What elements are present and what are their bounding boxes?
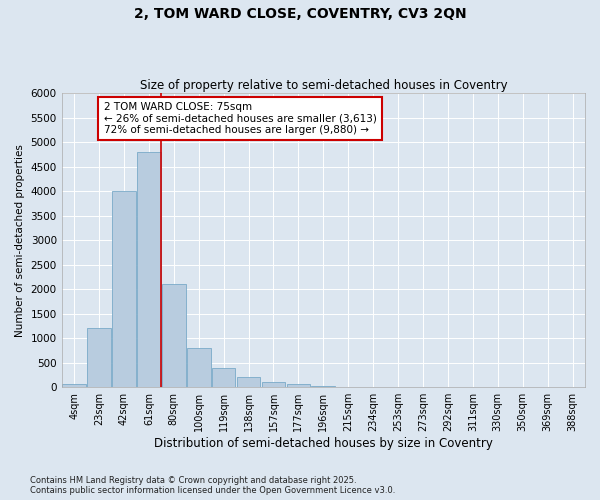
Bar — [287, 384, 310, 387]
Text: 2, TOM WARD CLOSE, COVENTRY, CV3 2QN: 2, TOM WARD CLOSE, COVENTRY, CV3 2QN — [134, 8, 466, 22]
Bar — [137, 152, 161, 387]
Text: 2 TOM WARD CLOSE: 75sqm
← 26% of semi-detached houses are smaller (3,613)
72% of: 2 TOM WARD CLOSE: 75sqm ← 26% of semi-de… — [104, 102, 376, 135]
Bar — [311, 386, 335, 387]
Bar — [237, 378, 260, 387]
X-axis label: Distribution of semi-detached houses by size in Coventry: Distribution of semi-detached houses by … — [154, 437, 493, 450]
Title: Size of property relative to semi-detached houses in Coventry: Size of property relative to semi-detach… — [140, 79, 507, 92]
Y-axis label: Number of semi-detached properties: Number of semi-detached properties — [15, 144, 25, 336]
Bar — [112, 191, 136, 387]
Text: Contains HM Land Registry data © Crown copyright and database right 2025.
Contai: Contains HM Land Registry data © Crown c… — [30, 476, 395, 495]
Bar — [87, 328, 111, 387]
Bar — [212, 368, 235, 387]
Bar — [62, 384, 86, 387]
Bar — [162, 284, 185, 387]
Bar — [262, 382, 286, 387]
Bar — [187, 348, 211, 387]
